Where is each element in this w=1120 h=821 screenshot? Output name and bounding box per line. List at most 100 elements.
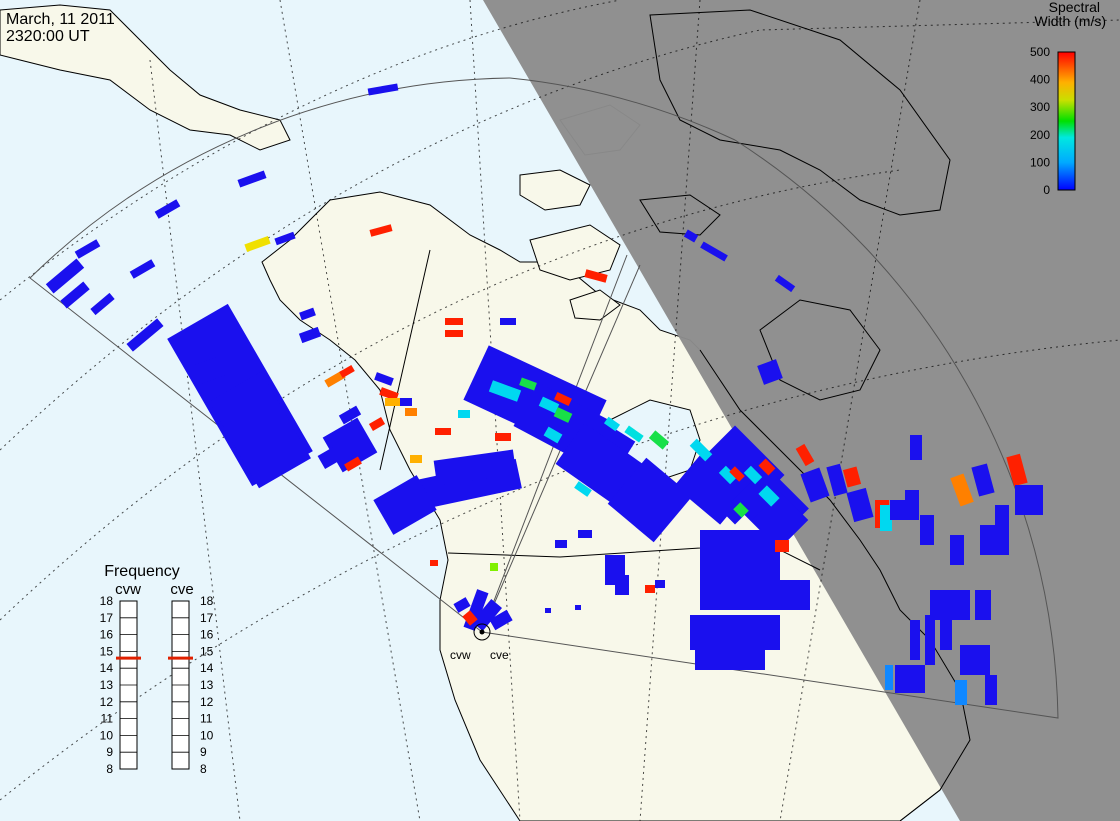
backscatter-cell [435, 428, 451, 435]
backscatter-cell [489, 609, 513, 631]
frequency-tick-label-cvw: 15 [100, 644, 114, 658]
backscatter-cell [775, 540, 789, 552]
backscatter-cell [971, 463, 995, 497]
frequency-tick-label-cve: 11 [200, 712, 213, 726]
backscatter-cell [578, 530, 592, 538]
colorbar-tick-label: 0 [1043, 183, 1050, 197]
backscatter-cell [495, 433, 511, 441]
backscatter-cell [490, 563, 498, 571]
frequency-tick-label-cve: 17 [200, 611, 214, 625]
backscatter-cell [374, 372, 394, 386]
backscatter-cell [795, 443, 815, 467]
backscatter-cell [729, 466, 745, 482]
backscatter-cell [603, 416, 621, 432]
backscatter-cell [733, 502, 749, 518]
backscatter-cell [645, 585, 655, 593]
backscatter-cell [910, 435, 922, 460]
frequency-tick-label-cvw: 11 [101, 712, 114, 726]
backscatter-cell [980, 525, 998, 555]
backscatter-cell [758, 485, 780, 507]
backscatter-cell [154, 199, 181, 219]
backscatter-cell [237, 170, 267, 188]
backscatter-cell [368, 417, 386, 431]
backscatter-cell [689, 438, 713, 462]
kamchatka-land [0, 4, 291, 151]
station-label-cvw: cvw [450, 648, 471, 662]
backscatter-cell [615, 575, 629, 595]
frequency-tick-label-cvw: 14 [100, 661, 114, 675]
backscatter-cell [462, 610, 478, 626]
backscatter-cell [405, 408, 417, 416]
backscatter-cell [885, 665, 893, 690]
backscatter-cell [1015, 485, 1043, 515]
radar-sites: cvw cve [450, 623, 509, 662]
frequency-label-cve: cve [170, 581, 193, 598]
backscatter-cell [324, 370, 346, 388]
backscatter-cell [940, 610, 952, 650]
backscatter-cell [774, 274, 796, 293]
backscatter-cell [543, 426, 563, 444]
backscatter-cell [842, 466, 862, 488]
backscatter-cell [690, 615, 780, 650]
backscatter-cell [373, 475, 437, 535]
time-label: 2320:00 UT [6, 28, 90, 45]
frequency-tick-label-cvw: 12 [100, 695, 114, 709]
backscatter-cell [757, 359, 783, 385]
backscatter-cell [920, 515, 934, 545]
frequency-tick-label-cve: 9 [200, 745, 207, 759]
frequency-panel: Frequency cvw cve 18 18 17 17 16 16 15 15 14 14 13… [100, 563, 214, 776]
island-1 [519, 169, 591, 211]
frequency-tick-label-cve: 16 [200, 628, 214, 642]
backscatter-cell [400, 398, 412, 406]
backscatter-cell [209, 371, 311, 489]
backscatter-cell [700, 580, 810, 610]
backscatter-cell [471, 599, 503, 631]
backscatter-cell [45, 258, 85, 294]
frequency-tick-label-cvw: 18 [100, 594, 114, 608]
backscatter-cell [846, 487, 874, 523]
backscatter-cell [554, 391, 572, 407]
backscatter-cell [339, 364, 355, 379]
backscatter-cell [985, 675, 997, 705]
backscatter-cell [344, 456, 362, 472]
backscatter-cell [995, 505, 1009, 555]
island-5 [569, 289, 621, 321]
backscatter-cell [607, 457, 693, 543]
frequency-tick-label-cvw: 9 [106, 745, 113, 759]
backscatter-cell [718, 465, 738, 485]
backscatter-cell [624, 425, 644, 443]
island-2 [529, 224, 621, 281]
backscatter-cell [655, 580, 665, 588]
backscatter-cell [960, 645, 990, 675]
frequency-tick-label-cve: 10 [200, 728, 214, 742]
colorbar-title-line1: Spectral [1049, 0, 1100, 15]
station-label-cve: cve [490, 648, 509, 662]
backscatter-cell [338, 405, 362, 425]
radar-site-dot [479, 629, 485, 635]
colorbar-tick-label: 500 [1030, 45, 1050, 59]
backscatter-cell [800, 467, 830, 503]
backscatter-cell [369, 224, 393, 237]
backscatter-cell [538, 396, 560, 414]
colorbar-gradient [1057, 51, 1076, 191]
frequency-tick-label-cve: 15 [200, 644, 214, 658]
date-label: March, 11 2011 [6, 11, 115, 28]
backscatter-cell [500, 318, 516, 325]
backscatter-cell [192, 355, 228, 385]
frequency-tick-label-cvw: 16 [100, 628, 114, 642]
backscatter-cell [385, 398, 401, 406]
backscatter-cell [453, 597, 471, 613]
backscatter-cell [126, 318, 164, 352]
backscatter-cell [925, 615, 935, 665]
colorbar-tick-label: 100 [1030, 155, 1050, 169]
backscatter-cell [299, 307, 316, 321]
frequency-marker-cve [168, 656, 193, 660]
colorbar-tick-label: 200 [1030, 128, 1050, 142]
backscatter-cell [880, 505, 892, 531]
backscatter-cell [90, 292, 115, 316]
backscatter-cell [950, 473, 974, 507]
backscatter-cell [445, 330, 463, 337]
backscatter-cell [648, 430, 670, 450]
backscatter-cell [545, 608, 551, 613]
frequency-tick-label-cve: 13 [200, 678, 214, 692]
